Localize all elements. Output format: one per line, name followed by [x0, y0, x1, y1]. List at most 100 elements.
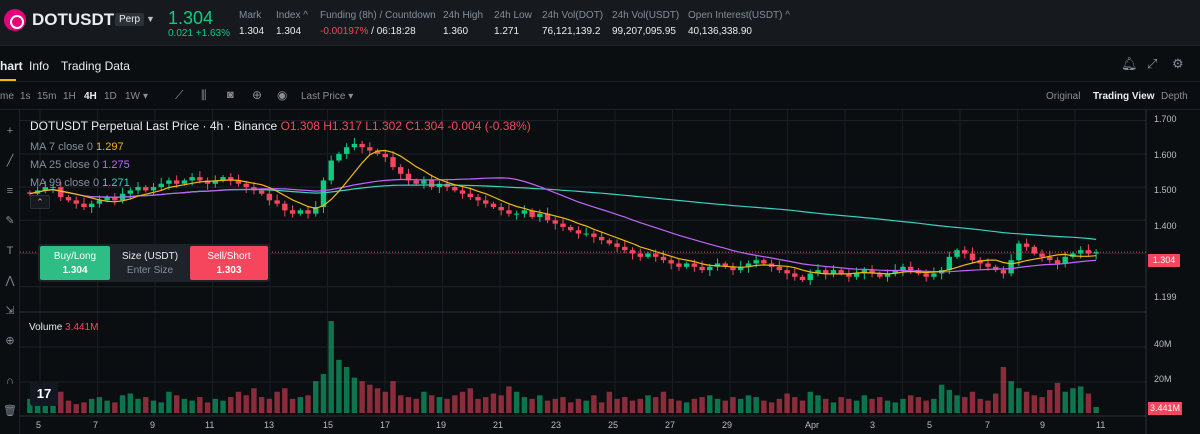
volume-bar	[861, 395, 868, 413]
candle-body	[544, 213, 551, 221]
add-indicator-icon[interactable]: ⊕	[252, 88, 263, 102]
volume-bar	[645, 395, 651, 413]
tab-trading-data[interactable]: Trading Data	[61, 59, 130, 73]
expand-icon[interactable]: ⤢	[1147, 56, 1158, 71]
volume-tick: 40M	[1154, 339, 1172, 349]
volume-bar	[1039, 397, 1045, 413]
measure-icon[interactable]: ⇲	[5, 305, 15, 317]
date-tick: 21	[493, 420, 504, 430]
candle-body	[258, 190, 265, 194]
stat-value: 76,121,139.2	[542, 26, 601, 37]
interval-1d[interactable]: 1D	[104, 91, 117, 102]
volume-bar	[374, 388, 381, 413]
ma7-legend[interactable]: MA 7 close 0 1.297	[30, 141, 124, 153]
candle-body	[722, 263, 728, 267]
chart-tabs: hart Info Trading Data 🔔︎ ⤢ ⚙	[0, 46, 1200, 82]
interval-1s[interactable]: 1s	[20, 91, 31, 102]
volume-bar	[683, 402, 690, 413]
size-input[interactable]	[115, 265, 185, 276]
magnet-icon[interactable]: ∩	[6, 375, 14, 387]
volume-bar	[359, 381, 365, 413]
interval-time[interactable]: me	[0, 91, 14, 102]
date-tick: 3	[870, 420, 876, 430]
volume-bar	[776, 398, 783, 413]
sell-short-button[interactable]: Sell/Short 1.303	[190, 246, 268, 280]
crosshair-icon[interactable]: +	[6, 125, 14, 137]
view-depth[interactable]: Depth	[1161, 91, 1188, 102]
collapse-legend-icon[interactable]: ⌃	[30, 195, 50, 209]
tradingview-logo-icon[interactable]: 17	[30, 382, 58, 406]
price-chart[interactable]	[0, 110, 1200, 434]
zoom-icon[interactable]: ⊕	[5, 335, 15, 347]
candle-body	[405, 173, 412, 181]
volume-bar	[444, 398, 450, 413]
candle-body	[228, 177, 234, 181]
view-original[interactable]: Original	[1046, 91, 1081, 102]
candle-body	[699, 266, 705, 271]
replay-icon[interactable]: ◉	[277, 88, 288, 102]
alert-bell-icon[interactable]: 🔔︎	[1121, 56, 1138, 71]
buy-long-button[interactable]: Buy/Long 1.304	[40, 246, 110, 280]
interval-4h[interactable]: 4H	[84, 91, 97, 102]
date-tick: 11	[205, 420, 215, 430]
trash-icon[interactable]: 🗑︎	[3, 405, 17, 417]
ma99-legend[interactable]: MA 99 close 0 1.271	[30, 177, 130, 189]
stat-value: 40,136,338.90	[688, 26, 752, 37]
settings-icon[interactable]: ⚙	[1172, 56, 1184, 71]
candle-body	[359, 143, 365, 148]
view-trading-view[interactable]: Trading View	[1093, 91, 1155, 102]
brush-icon[interactable]: ✎	[5, 215, 15, 227]
volume-bar	[768, 402, 775, 413]
stat-label: Funding (8h) / Countdown	[320, 10, 436, 21]
candle-type-icon[interactable]: ⫼	[201, 88, 207, 102]
fib-icon[interactable]: ≡	[6, 185, 14, 197]
stat-label: Mark	[239, 10, 262, 21]
volume-bar	[962, 397, 968, 413]
candle-body	[58, 187, 64, 198]
size-field: Size (USDT)	[112, 246, 188, 280]
interval-15m[interactable]: 15m	[37, 91, 57, 102]
symbol-dropdown-icon[interactable]: ▼	[146, 14, 155, 24]
volume-bar	[907, 395, 914, 413]
volume-bar	[498, 395, 504, 413]
text-icon[interactable]: T	[6, 245, 14, 257]
candle-body	[513, 213, 520, 215]
volume-bar	[150, 400, 157, 413]
pattern-icon[interactable]: ⋀	[5, 275, 15, 287]
indicator-icon[interactable]: ⟋	[175, 88, 184, 102]
ma99-label: MA 99 close 0	[30, 177, 100, 189]
stat-value: 99,207,095.95	[612, 26, 676, 37]
volume-bar	[1000, 367, 1007, 413]
volume-bar	[143, 397, 149, 413]
candle-body	[81, 203, 87, 207]
candle-body	[367, 147, 373, 151]
candle-body	[861, 270, 868, 274]
trend-line-icon[interactable]: ╱	[6, 155, 14, 167]
price-type-select[interactable]: Last Price ▾	[301, 91, 354, 102]
interval-1h[interactable]: 1H	[63, 91, 76, 102]
price-tick: 1.600	[1154, 150, 1177, 160]
volume-bar	[513, 391, 520, 413]
volume-bar	[1047, 390, 1053, 413]
volume-bar	[343, 367, 350, 413]
candle-body	[158, 183, 164, 188]
candle-body	[305, 210, 311, 214]
tab-info[interactable]: Info	[29, 59, 50, 73]
volume-bar	[390, 381, 396, 413]
candle-body	[1008, 260, 1014, 274]
ma25-legend[interactable]: MA 25 close 0 1.275	[30, 159, 130, 171]
volume-bar	[1062, 391, 1068, 413]
ma25-value: 1.275	[102, 159, 130, 171]
volume-bar	[27, 398, 33, 413]
screenshot-icon[interactable]: ◙	[227, 89, 234, 101]
volume-bar	[799, 400, 806, 413]
tab-chart[interactable]: hart	[0, 59, 23, 73]
volume-bar	[467, 388, 473, 413]
stat-open-interest[interactable]: Open Interest(USDT) ^ 40,136,338.90	[688, 10, 790, 37]
interval-1w[interactable]: 1W	[125, 91, 140, 102]
symbol-name[interactable]: DOTUSDT	[32, 10, 115, 29]
stat-index[interactable]: Index ^ 1.304	[276, 10, 308, 37]
interval-dropdown-icon[interactable]: ▾	[143, 91, 149, 102]
candle-body	[521, 210, 528, 214]
candle-body	[838, 270, 844, 274]
